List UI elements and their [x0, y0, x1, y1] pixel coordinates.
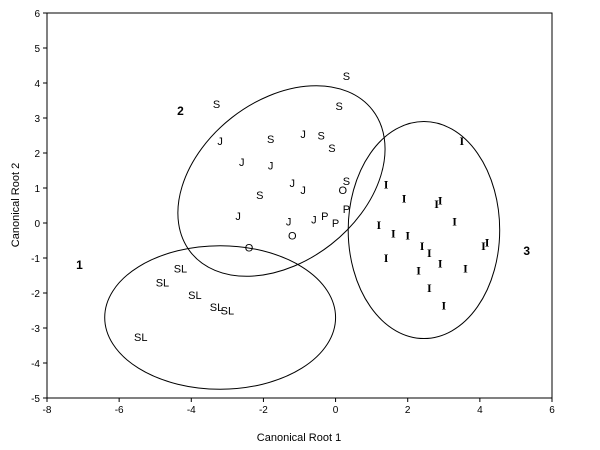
group-label-1: 1 [76, 258, 83, 272]
y-axis-title: Canonical Root 2 [10, 163, 22, 247]
data-point-j: J [311, 215, 317, 227]
data-point-j: J [268, 160, 274, 172]
ellipse-layer [104, 85, 501, 390]
y-tick-label: 1 [34, 184, 40, 195]
data-point-j: J [300, 185, 306, 197]
x-tick-label: -6 [115, 405, 124, 416]
group-label-3: 3 [523, 244, 530, 258]
y-tick-label: 5 [34, 44, 40, 55]
data-point-i: I [405, 228, 410, 242]
group-label-2: 2 [177, 104, 184, 118]
group-ellipse-2 [177, 85, 386, 277]
data-point-sl: SL [174, 264, 187, 276]
y-tick-label: 3 [34, 114, 40, 125]
y-tick-label: -2 [31, 289, 40, 300]
data-point-s: S [343, 176, 350, 188]
data-point-sl: SL [188, 290, 201, 302]
data-point-i: I [384, 178, 389, 192]
data-point-i: I [485, 235, 490, 249]
data-point-s: S [317, 131, 324, 143]
data-point-sl: SL [156, 278, 169, 290]
y-tick-label: -4 [31, 359, 40, 370]
data-point-s: S [213, 99, 220, 111]
data-point-p: P [343, 204, 350, 216]
data-point-s: S [328, 143, 335, 155]
data-point-i: I [384, 251, 389, 265]
data-point-sl: SL [210, 302, 223, 314]
y-tick-label: -1 [31, 254, 40, 265]
data-point-i: I [416, 263, 421, 277]
x-tick-label: 6 [549, 405, 555, 416]
y-tick-label: -3 [31, 324, 40, 335]
data-point-i: I [452, 214, 457, 228]
data-point-sl: SL [221, 306, 234, 318]
data-point-i: I [441, 298, 446, 312]
x-tick-label: -2 [259, 405, 268, 416]
data-point-sl: SL [134, 332, 147, 344]
x-tick-label: 2 [405, 405, 411, 416]
tick-layer: -8 -6 -4 -2 0 2 4 6 -5 -4 -3 -2 -1 0 1 2 3 4 5 6 [31, 9, 555, 416]
x-tick-label: 0 [333, 405, 339, 416]
x-tick-label: -4 [187, 405, 196, 416]
data-point-p: P [321, 211, 328, 223]
data-point-o: O [288, 230, 297, 242]
data-point-i: I [427, 281, 432, 295]
data-point-j: J [290, 178, 296, 190]
data-point-i: I [463, 262, 468, 276]
data-point-j: J [217, 136, 223, 148]
group-ellipse-3 [347, 121, 501, 339]
y-tick-label: 2 [34, 149, 40, 160]
data-point-j: J [286, 216, 292, 228]
data-point-i: I [434, 197, 439, 211]
plot-area [46, 12, 553, 399]
data-point-p: P [332, 218, 339, 230]
data-point-i: I [377, 218, 382, 232]
x-tick-label: 4 [477, 405, 483, 416]
group-ellipse-1 [104, 245, 337, 390]
y-tick-label: 0 [34, 219, 40, 230]
data-point-j: J [235, 211, 241, 223]
data-point-i: I [438, 256, 443, 270]
data-point-s: S [267, 134, 274, 146]
data-point-s: S [256, 190, 263, 202]
y-tick-label: 6 [34, 9, 40, 20]
group-label-layer: 1 2 3 [76, 104, 530, 272]
data-point-s: S [336, 101, 343, 113]
data-point-o: O [339, 185, 348, 197]
data-point-i: I [427, 246, 432, 260]
data-point-j: J [300, 129, 306, 141]
data-point-i: I [402, 192, 407, 206]
x-tick-label: -8 [43, 405, 52, 416]
data-point-i: I [459, 134, 464, 148]
x-axis-title: Canonical Root 1 [257, 432, 341, 444]
data-point-i: I [481, 239, 486, 253]
data-point-s: S [343, 71, 350, 83]
data-point-j: J [239, 157, 245, 169]
data-point-i: I [420, 239, 425, 253]
data-point-i: I [438, 193, 443, 207]
y-tick-label: -5 [31, 394, 40, 405]
data-point-i: I [391, 227, 396, 241]
y-tick-label: 4 [34, 79, 40, 90]
data-point-o: O [245, 243, 254, 255]
